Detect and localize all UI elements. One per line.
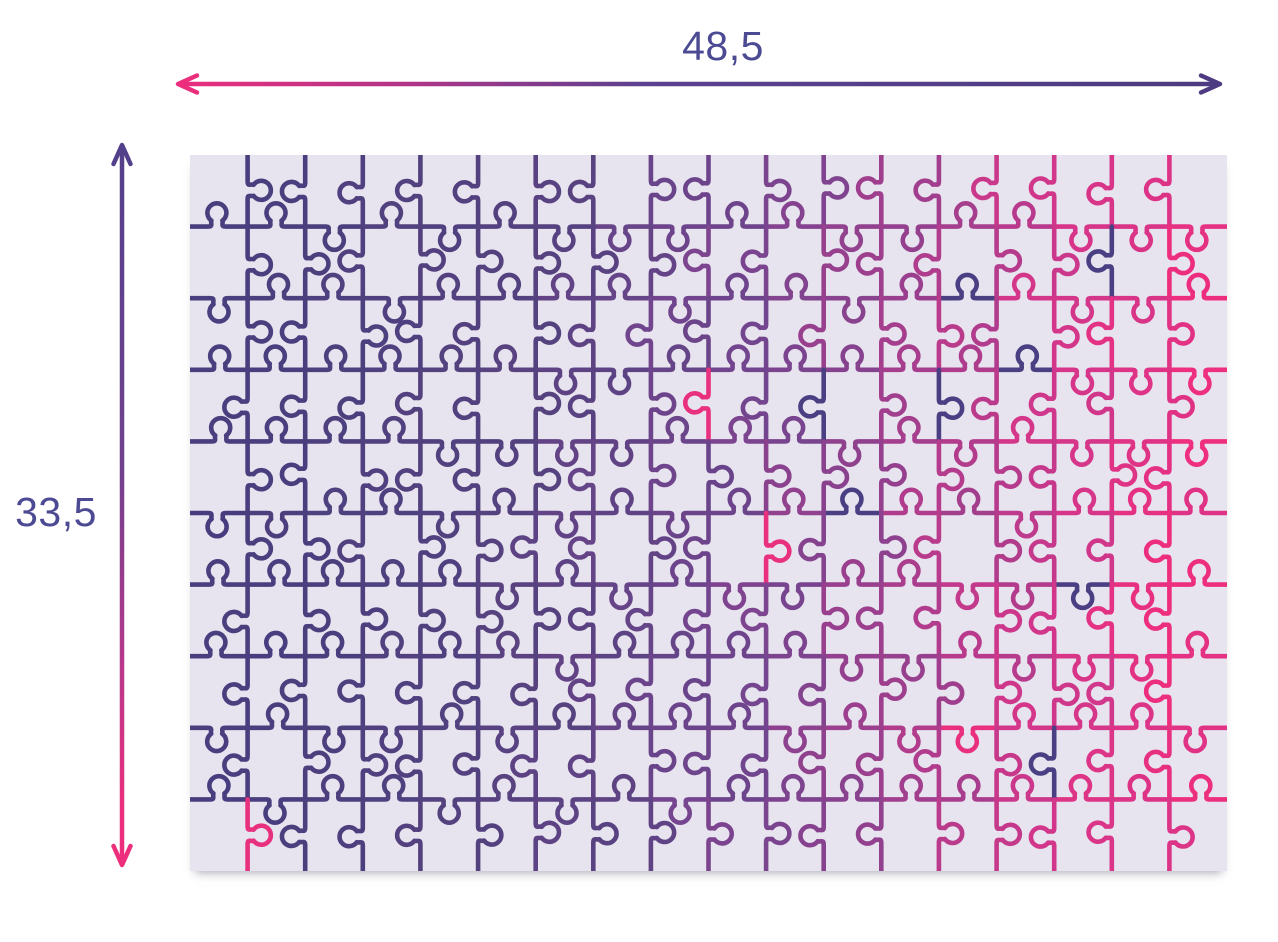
puzzle-pattern [190, 155, 1227, 871]
arrowhead-up-icon [111, 142, 133, 167]
arrowhead-down-icon [111, 843, 133, 868]
width-arrow [175, 73, 1223, 95]
height-arrow [111, 142, 133, 868]
width-dimension-label: 48,5 [682, 23, 764, 69]
puzzle-image [190, 155, 1227, 871]
height-dimension-label: 33,5 [15, 489, 97, 535]
arrowhead-left-icon [175, 73, 200, 95]
arrowhead-right-icon [1198, 73, 1223, 95]
